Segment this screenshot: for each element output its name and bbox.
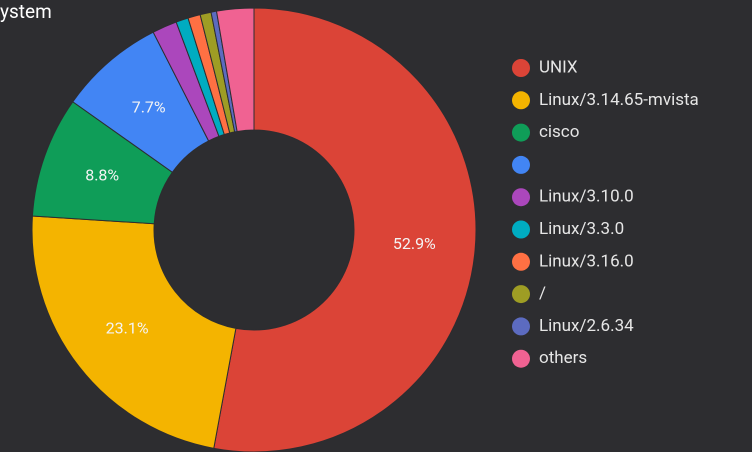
data-label: 23.1% xyxy=(106,318,149,337)
legend-label: others xyxy=(539,348,587,368)
legend-label: Linux/3.10.0 xyxy=(539,187,634,207)
legend-swatch xyxy=(512,59,530,77)
slice xyxy=(215,7,255,133)
legend-swatch xyxy=(512,252,530,271)
legend-swatch xyxy=(512,188,530,207)
legend-swatch xyxy=(512,123,530,142)
legend-swatch xyxy=(512,349,530,368)
legend-label: Linux/3.16.0 xyxy=(539,251,634,271)
data-label: 52.9% xyxy=(393,234,436,253)
legend-swatch xyxy=(512,91,530,110)
data-label: 8.8% xyxy=(85,166,119,185)
slice xyxy=(213,7,477,452)
chart-title: ystem xyxy=(0,0,52,23)
legend-swatch xyxy=(512,317,530,336)
legend-label: Linux/3.14.65-mvista xyxy=(539,90,699,110)
legend-swatch xyxy=(512,285,530,304)
legend-label: cisco xyxy=(539,122,579,142)
legend-label: / xyxy=(539,284,546,304)
legend-swatch xyxy=(512,155,530,174)
data-label: 7.7% xyxy=(132,97,166,116)
legend-label: Linux/2.6.34 xyxy=(539,316,634,336)
legend-swatch xyxy=(512,220,530,239)
legend-label: UNIX xyxy=(539,57,578,77)
slice xyxy=(31,215,237,449)
legend-label: Linux/3.3.0 xyxy=(539,219,624,239)
